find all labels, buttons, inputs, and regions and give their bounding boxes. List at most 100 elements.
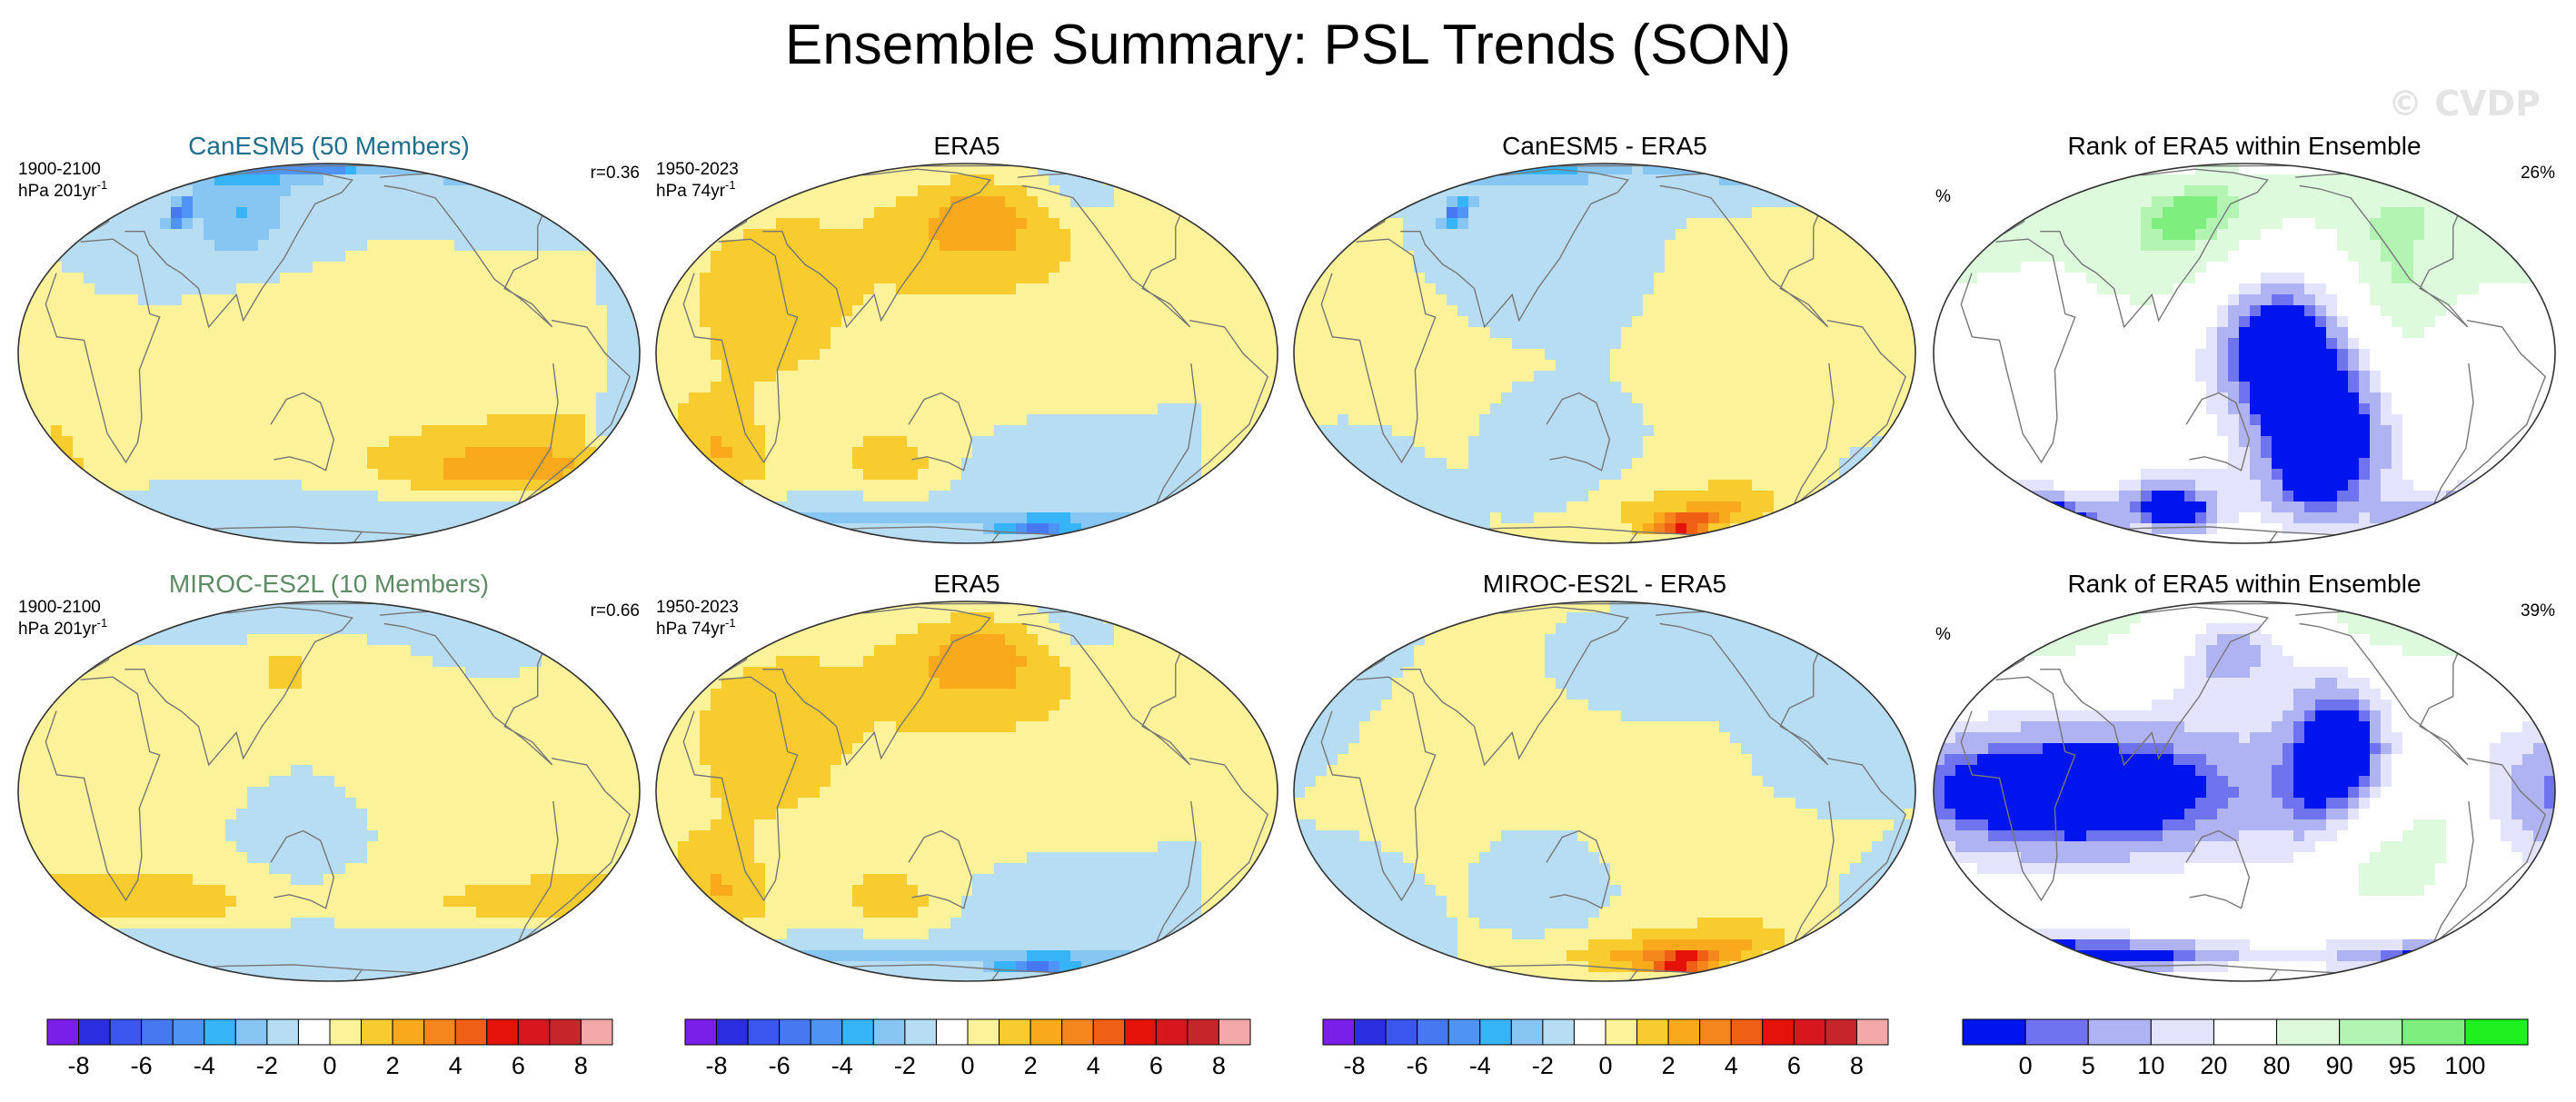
field-cell [433, 349, 444, 361]
field-cell [809, 403, 821, 415]
field-cell [225, 273, 237, 284]
field-cell [225, 414, 237, 426]
field-cell [1577, 164, 1589, 175]
field-cell [1256, 316, 1268, 328]
field-cell [1632, 262, 1644, 273]
field-cell [1381, 382, 1393, 393]
field-cell [754, 349, 766, 361]
field-cell [1861, 229, 1873, 241]
field-cell [487, 207, 499, 219]
field-cell [1697, 316, 1709, 328]
field-cell [820, 392, 831, 404]
field-cell [1070, 185, 1082, 197]
field-cell [1665, 174, 1676, 186]
field-cell [1719, 262, 1731, 273]
field-cell [1179, 458, 1191, 470]
field-cell [1741, 349, 1753, 361]
field-cell [1665, 403, 1676, 415]
field-cell [940, 164, 951, 175]
field-cell [1501, 436, 1513, 448]
field-cell [433, 251, 444, 263]
field-cell [1588, 207, 1600, 219]
field-cell [1169, 218, 1180, 230]
field-cell [1059, 327, 1071, 339]
field-cell [940, 392, 951, 404]
field-cell [422, 273, 433, 284]
field-cell [378, 392, 390, 404]
field-cell [896, 447, 908, 459]
field-cell [509, 327, 521, 339]
field-cell [1468, 371, 1480, 382]
field-cell [820, 316, 831, 328]
field-cell [918, 338, 930, 350]
field-cell [1643, 273, 1655, 284]
field-cell [400, 283, 412, 295]
field-cell [313, 512, 324, 524]
field-cell [1883, 316, 1895, 328]
field-cell [1338, 316, 1349, 328]
field-cell [531, 371, 542, 382]
field-cell [1861, 316, 1873, 328]
field-cell [972, 316, 984, 328]
field-cell [1316, 414, 1328, 426]
field-cell [983, 534, 995, 543]
field-cell [1468, 360, 1480, 372]
field-cell [51, 283, 63, 295]
field-cell [1425, 349, 1437, 361]
field-cell [509, 218, 521, 230]
field-cell [422, 382, 433, 393]
field-cell [465, 229, 477, 241]
field-cell [711, 447, 722, 459]
field-cell [433, 229, 444, 241]
field-cell [1828, 294, 1840, 306]
field-cell [149, 414, 161, 426]
field-cell [149, 371, 161, 382]
field-cell [334, 534, 346, 543]
field-cell [1730, 392, 1742, 404]
field-cell [585, 436, 597, 448]
field-cell [1223, 240, 1235, 252]
field-cell [1534, 273, 1546, 284]
field-cell [820, 251, 831, 263]
field-cell [1752, 218, 1764, 230]
field-cell [618, 316, 630, 328]
field-cell [1719, 251, 1731, 263]
field-cell [1179, 414, 1191, 426]
field-cell [520, 523, 532, 535]
field-cell [116, 185, 128, 197]
field-cell [367, 283, 379, 295]
field-cell [520, 447, 532, 459]
field-cell [127, 273, 139, 284]
field-cell [356, 469, 368, 481]
field-cell [247, 501, 259, 513]
field-cell [323, 305, 335, 317]
field-cell [830, 251, 842, 263]
field-cell [721, 262, 733, 273]
field-cell [1457, 382, 1469, 393]
field-cell [667, 338, 679, 350]
field-cell [1774, 164, 1785, 175]
coastline [1154, 320, 1269, 508]
field-cell [1147, 251, 1159, 263]
field-cell [563, 360, 575, 372]
field-cell [1016, 316, 1028, 328]
field-cell [1305, 327, 1317, 339]
field-cell [574, 251, 586, 263]
field-cell [1081, 294, 1093, 306]
field-cell [476, 382, 488, 393]
field-cell [1049, 382, 1060, 393]
field-cell [732, 207, 744, 219]
field-cell [182, 305, 194, 317]
field-cell [433, 371, 444, 382]
field-cell [1457, 436, 1469, 448]
map-panel-row1-col3: CanESM5 - ERA5 [1293, 132, 1916, 544]
field-cell [1201, 349, 1213, 361]
field-cell [1490, 392, 1502, 404]
field-cell [1588, 436, 1600, 448]
field-cell [809, 273, 821, 284]
field-cell [127, 469, 139, 481]
field-cell [552, 207, 564, 219]
field-cell [1234, 316, 1246, 328]
field-cell [656, 349, 668, 361]
field-cell [820, 164, 831, 175]
